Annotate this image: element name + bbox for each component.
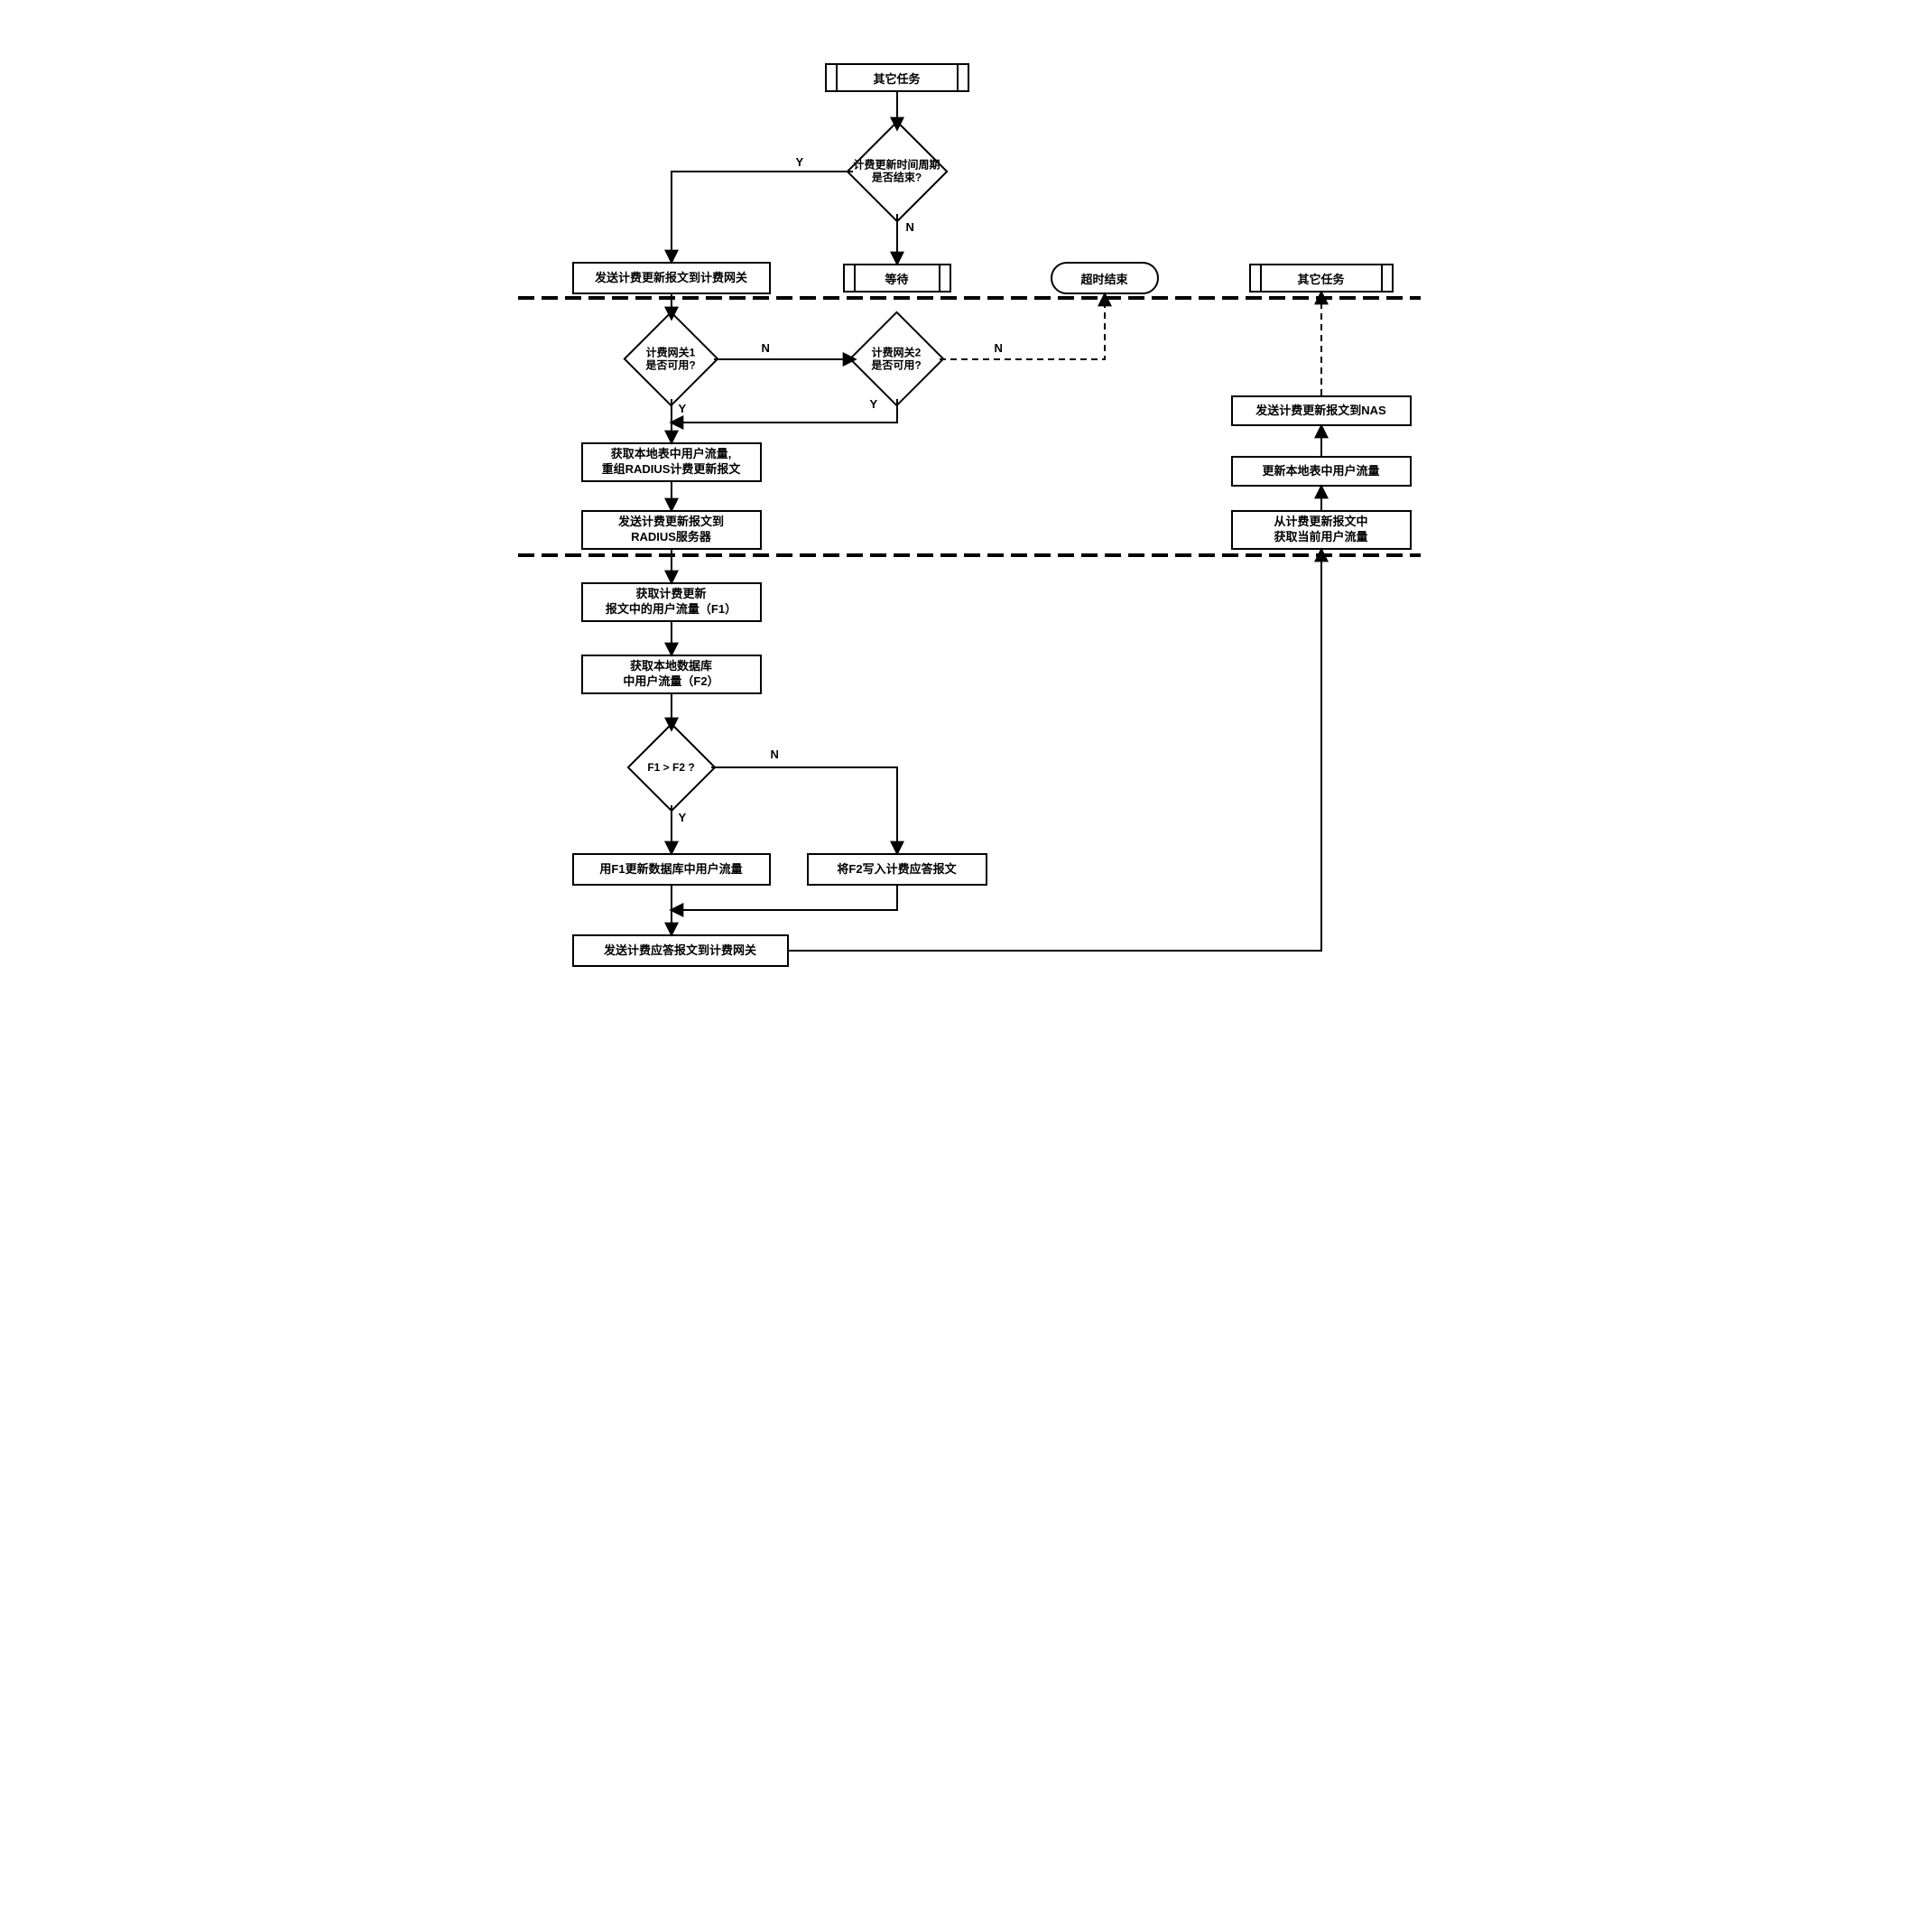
edge-label-y: Y xyxy=(679,811,687,824)
process-get-f2: 获取本地数据库中用户流量（F2） xyxy=(581,655,762,694)
node-label: 发送计费更新报文到RADIUS服务器 xyxy=(618,515,724,545)
node-label: 超时结束 xyxy=(1080,270,1127,287)
decision-gateway2: 计费网关2是否可用? xyxy=(863,325,931,393)
process-get-local-traffic: 获取本地表中用户流量,重组RADIUS计费更新报文 xyxy=(581,442,762,482)
node-label: 发送计费更新报文到NAS xyxy=(1255,404,1385,419)
process-send-update-to-nas: 发送计费更新报文到NAS xyxy=(1231,395,1412,426)
node-label: 获取本地数据库中用户流量（F2） xyxy=(623,659,718,690)
terminal-other-tasks-1: 其它任务 xyxy=(825,63,969,92)
edge-label-n: N xyxy=(995,341,1003,355)
terminal-wait: 等待 xyxy=(843,264,951,293)
process-get-f1: 获取计费更新报文中的用户流量（F1） xyxy=(581,582,762,622)
process-update-db-f1: 用F1更新数据库中用户流量 xyxy=(572,853,771,886)
node-label: 其它任务 xyxy=(873,70,920,87)
process-send-to-radius: 发送计费更新报文到RADIUS服务器 xyxy=(581,510,762,550)
decision-gateway1: 计费网关1是否可用? xyxy=(637,325,705,393)
node-label: 从计费更新报文中获取当前用户流量 xyxy=(1274,515,1367,545)
edge-label-n: N xyxy=(906,220,914,234)
decision-cycle-end: 计费更新时间周期是否结束? xyxy=(861,135,933,208)
process-send-update-to-gateway: 发送计费更新报文到计费网关 xyxy=(572,262,771,294)
flowchart-canvas: 其它任务 计费更新时间周期是否结束? 发送计费更新报文到计费网关 等待 超时结束… xyxy=(482,36,1446,1002)
process-update-local-traffic: 更新本地表中用户流量 xyxy=(1231,456,1412,487)
process-send-reply-to-gateway: 发送计费应答报文到计费网关 xyxy=(572,934,789,967)
edge-label-n: N xyxy=(762,341,770,355)
node-label: 其它任务 xyxy=(1297,270,1344,287)
node-label: 用F1更新数据库中用户流量 xyxy=(599,862,742,878)
edge-label-y: Y xyxy=(870,397,878,411)
decision-f1-gt-f2: F1 > F2 ? xyxy=(640,736,703,799)
node-label: 获取本地表中用户流量,重组RADIUS计费更新报文 xyxy=(602,447,741,478)
node-label: 发送计费应答报文到计费网关 xyxy=(604,943,756,959)
edge-label-n: N xyxy=(771,748,779,761)
node-label: 发送计费更新报文到计费网关 xyxy=(595,271,747,286)
process-write-f2: 将F2写入计费应答报文 xyxy=(807,853,987,886)
node-label: 等待 xyxy=(885,270,908,287)
process-get-current-traffic: 从计费更新报文中获取当前用户流量 xyxy=(1231,510,1412,550)
edge-label-y: Y xyxy=(796,155,804,169)
node-label: 获取计费更新报文中的用户流量（F1） xyxy=(606,587,737,618)
edge-label-y: Y xyxy=(679,402,687,415)
terminal-other-tasks-2: 其它任务 xyxy=(1249,264,1394,293)
node-label: 将F2写入计费应答报文 xyxy=(837,862,956,878)
node-label: 更新本地表中用户流量 xyxy=(1262,464,1379,479)
terminal-timeout-end: 超时结束 xyxy=(1051,262,1159,294)
